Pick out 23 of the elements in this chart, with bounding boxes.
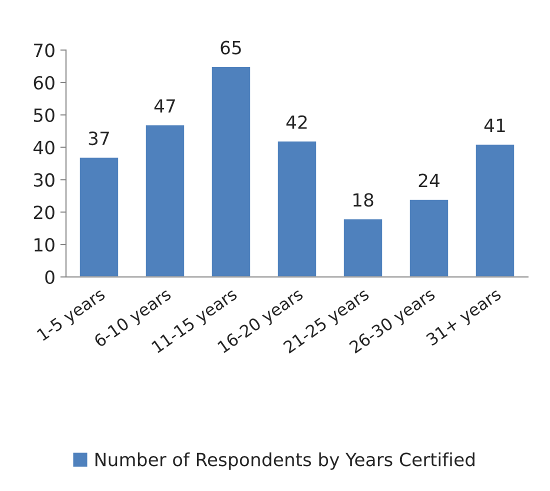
y-tick-label: 0: [45, 270, 54, 284]
bar: [144, 124, 186, 277]
y-tick-label: 60: [34, 76, 54, 90]
y-tick-label: 50: [34, 108, 54, 122]
data-label: 47: [154, 99, 175, 113]
bar: [78, 156, 120, 277]
bar: [342, 218, 384, 277]
y-tick-label: 20: [34, 206, 54, 220]
y-tick-label: 40: [33, 140, 54, 154]
legend-label: Number of Respondents by Years Certified: [96, 452, 474, 470]
bar: [210, 66, 252, 277]
data-label: 18: [353, 193, 374, 207]
data-label: 37: [88, 132, 109, 146]
data-label: 65: [220, 40, 241, 54]
data-label: 42: [286, 115, 307, 129]
y-tick-label: 70: [34, 44, 54, 58]
y-tick-label: 30: [34, 173, 54, 187]
y-tick-label: 10: [34, 238, 54, 252]
data-label: 24: [418, 174, 440, 188]
bar: [474, 143, 516, 277]
bar: [408, 198, 450, 277]
bar: [276, 140, 318, 277]
data-label: 41: [484, 118, 505, 132]
